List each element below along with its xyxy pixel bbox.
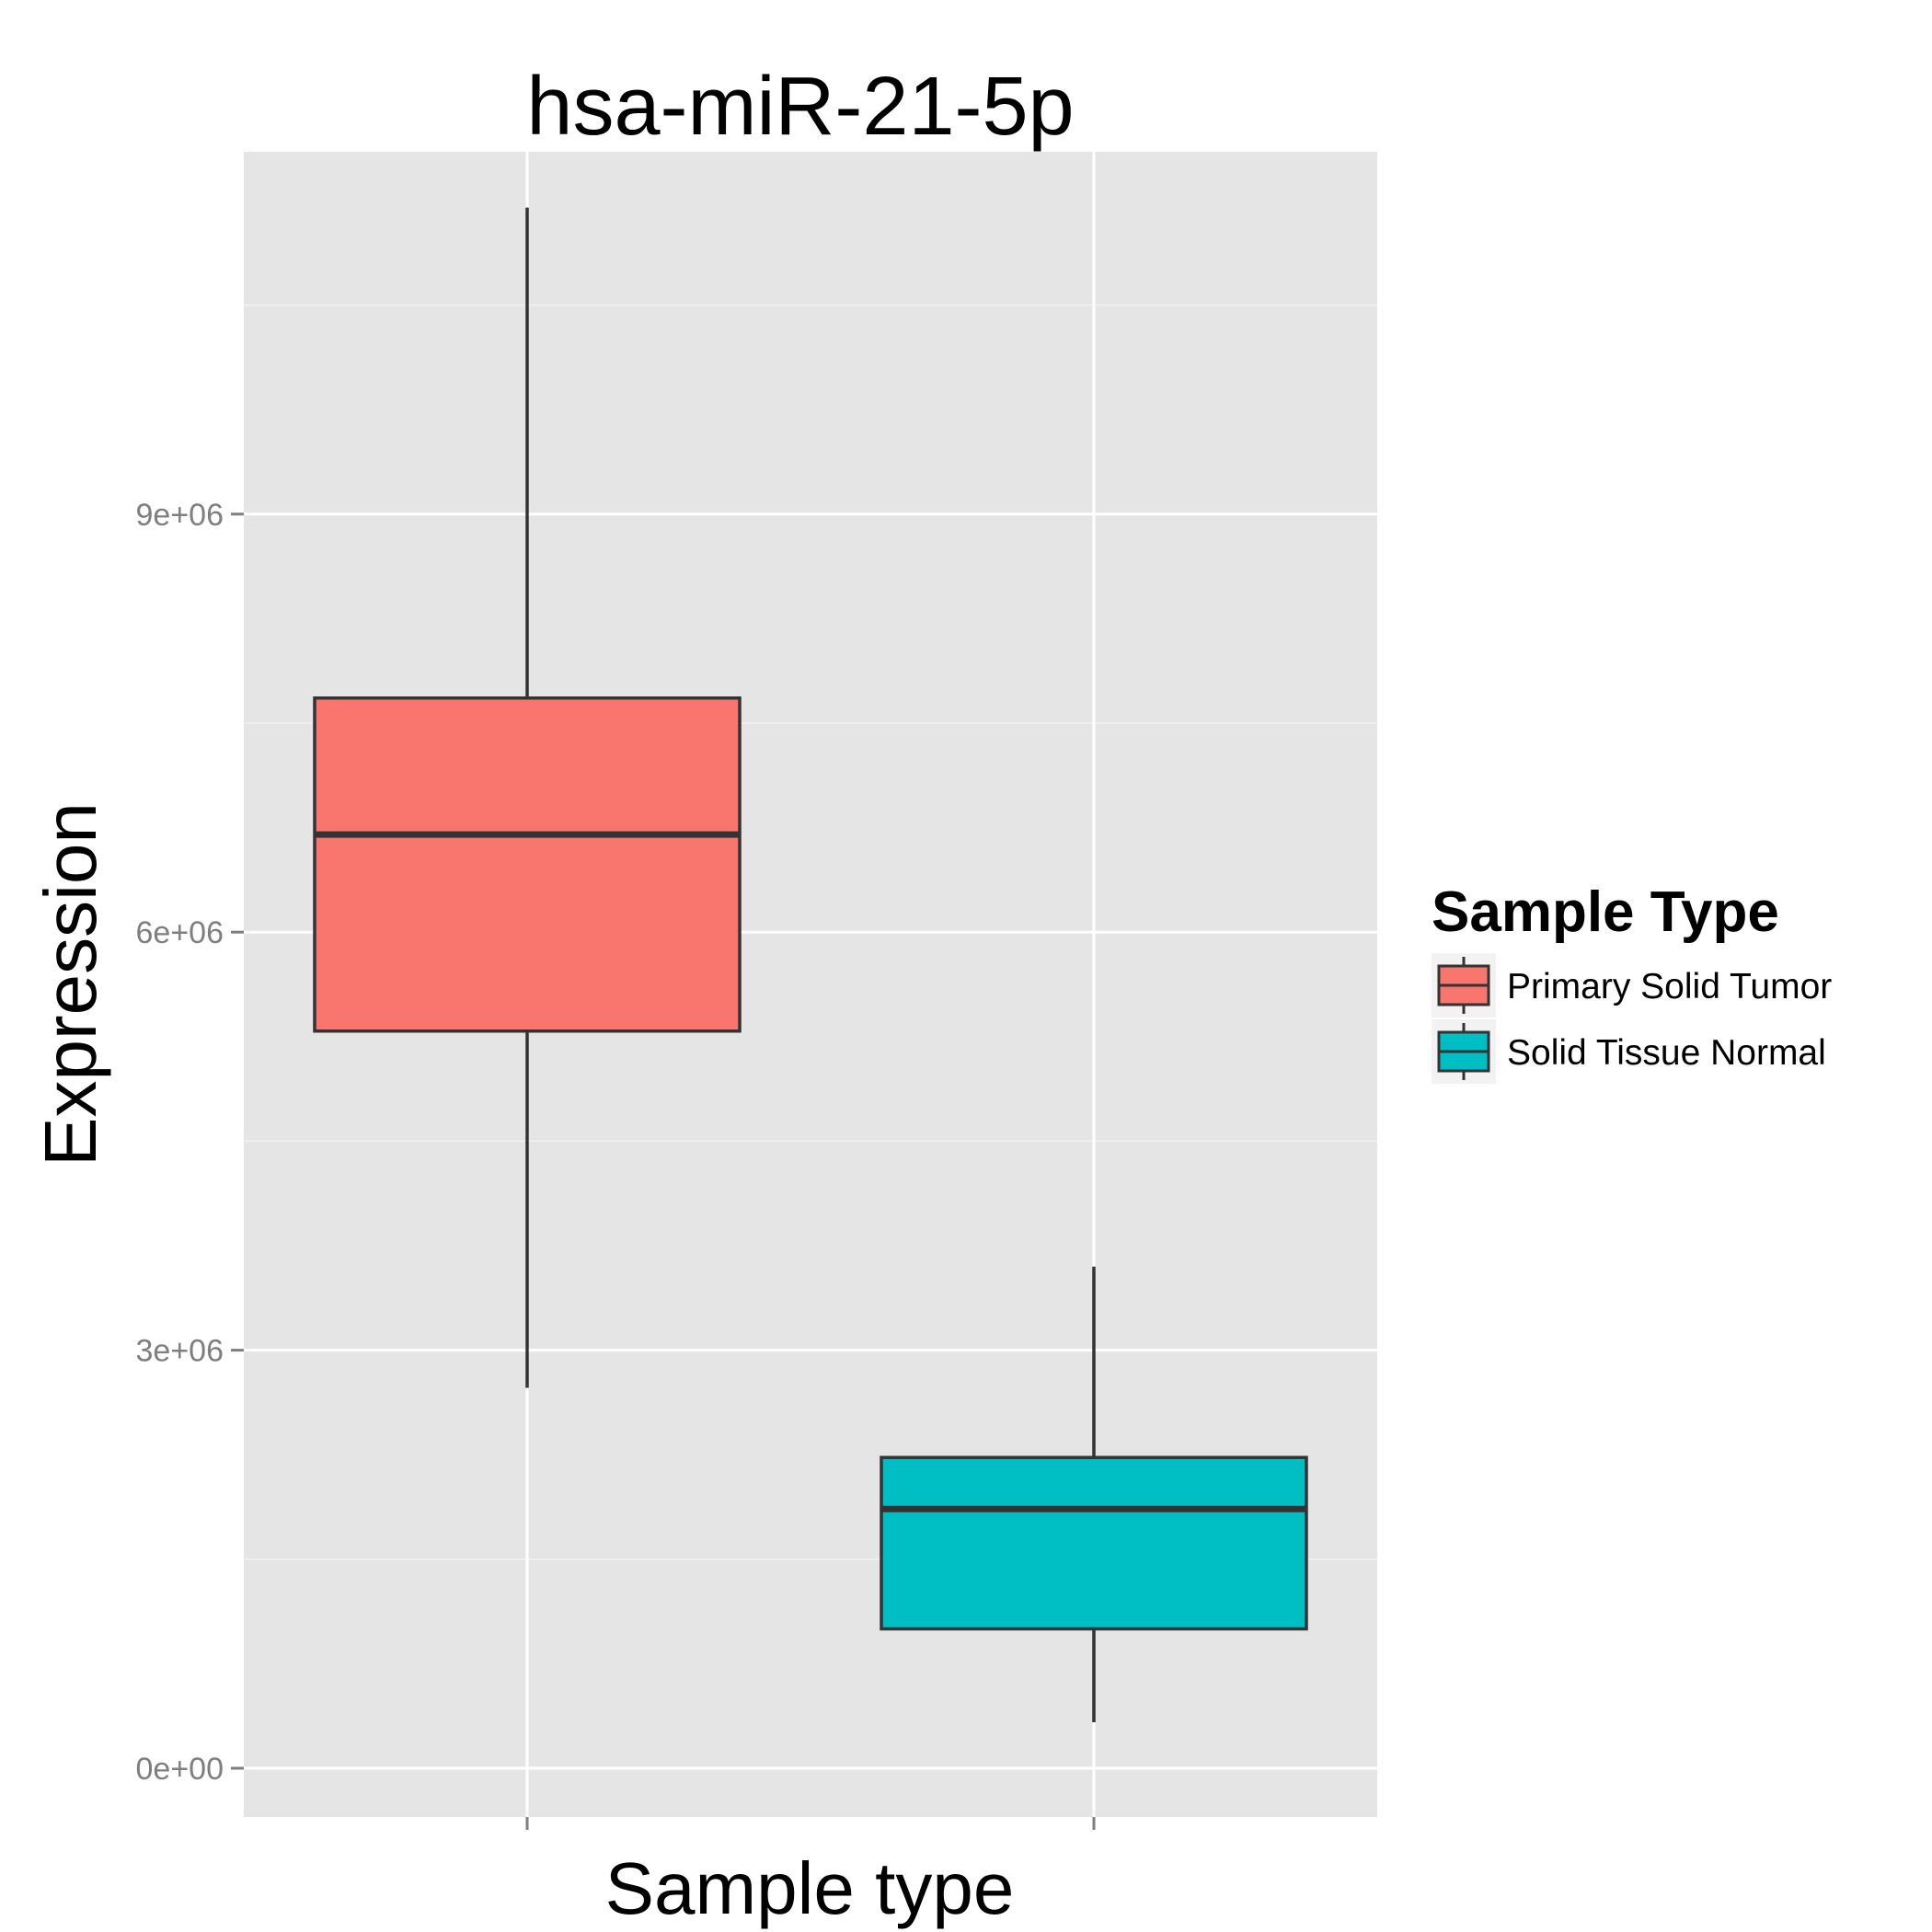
legend-label: Solid Tissue Normal — [1507, 1033, 1826, 1073]
box-primary-solid-tumor — [313, 207, 742, 1388]
iqr-box — [880, 1455, 1308, 1631]
y-tick-label: 0e+00 — [136, 1752, 224, 1787]
iqr-box — [313, 696, 742, 1033]
y-axis-title: Expression — [29, 802, 111, 1167]
y-axis-ticks: 0e+00 3e+06 6e+06 9e+06 — [136, 498, 244, 1787]
legend: Sample Type Primary Solid Tumor Solid Tis… — [1432, 880, 1832, 1084]
legend-label: Primary Solid Tumor — [1507, 967, 1832, 1006]
y-tick-label: 3e+06 — [136, 1334, 224, 1369]
box-solid-tissue-normal — [880, 1266, 1308, 1723]
y-tick-label: 9e+06 — [136, 498, 224, 533]
x-axis-title: Sample type — [605, 1847, 1015, 1929]
legend-item: Solid Tissue Normal — [1432, 1019, 1826, 1084]
boxes — [313, 207, 1308, 1723]
legend-item: Primary Solid Tumor — [1432, 953, 1832, 1018]
x-axis-ticks — [525, 1817, 1096, 1830]
legend-title: Sample Type — [1432, 880, 1779, 944]
y-tick-label: 6e+06 — [136, 915, 224, 950]
chart-title: hsa-miR-21-5p — [526, 61, 1074, 153]
legend-items: Primary Solid Tumor Solid Tissue Normal — [1432, 953, 1832, 1084]
